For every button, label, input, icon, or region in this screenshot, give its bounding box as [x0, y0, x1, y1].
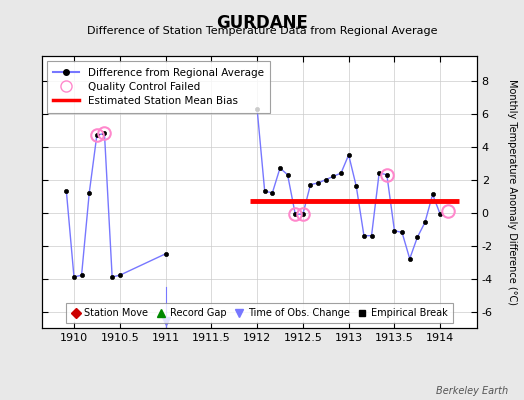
Text: Berkeley Earth: Berkeley Earth [436, 386, 508, 396]
Legend: Station Move, Record Gap, Time of Obs. Change, Empirical Break: Station Move, Record Gap, Time of Obs. C… [66, 304, 453, 323]
Y-axis label: Monthly Temperature Anomaly Difference (°C): Monthly Temperature Anomaly Difference (… [507, 79, 517, 305]
Text: GURDANE: GURDANE [216, 14, 308, 32]
Text: Difference of Station Temperature Data from Regional Average: Difference of Station Temperature Data f… [87, 26, 437, 36]
